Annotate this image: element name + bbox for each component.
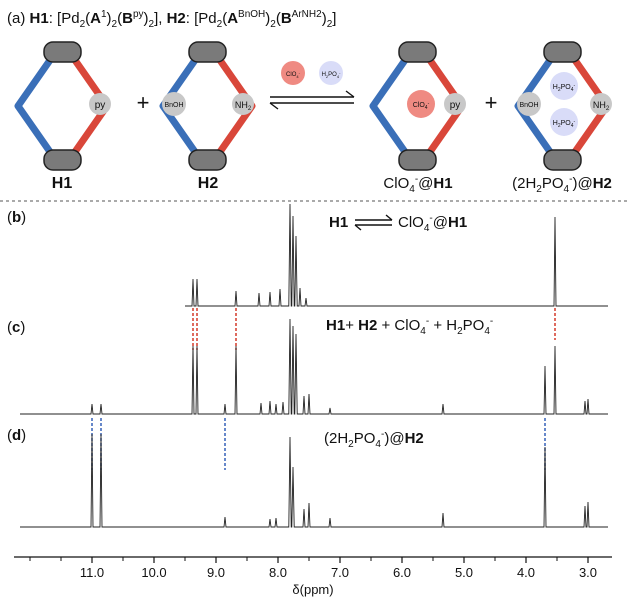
- caption-h2po4-at-h2: (2H2PO4-)@H2: [512, 174, 612, 195]
- bound-h2po4-label-upper: H2PO4-: [553, 83, 576, 93]
- tick-label: 4.0: [517, 565, 535, 580]
- spectrum-c: [20, 318, 608, 415]
- panel-c-title: H1+ H2 + ClO4- + H2PO4-: [326, 316, 493, 337]
- spectrum-b: [185, 203, 608, 307]
- cage-clo4-at-h1: ClO4- py: [369, 41, 466, 171]
- bnoh-ligand-circle: [517, 92, 541, 116]
- nmr-spectra: [20, 203, 608, 528]
- plus-sign-1: +: [137, 90, 150, 115]
- caption-h2: H2: [198, 175, 219, 192]
- axis-label: δ(ppm): [292, 582, 333, 597]
- nh2-label: NH2: [593, 100, 610, 112]
- cage-h2po4-at-h2: H2PO4- H2PO4- BnOH NH2: [514, 41, 612, 171]
- tick-label: 9.0: [207, 565, 225, 580]
- caption-h1: H1: [52, 175, 73, 192]
- h2po4-anion-label: H2PO4-: [322, 70, 341, 79]
- blue-strut: [369, 50, 413, 162]
- tick-label: 3.0: [579, 565, 597, 580]
- bound-h2po4-circle-lower: [550, 108, 578, 136]
- pd-node-bottom: [398, 149, 437, 171]
- pd-node-top: [188, 41, 227, 63]
- tick-label: 5.0: [455, 565, 473, 580]
- axis-ticks: 11.0 10.0 9.0 8.0 7.0 6.0 5.0 4.0 3.0: [29, 557, 597, 580]
- panel-b-letter: (b): [7, 209, 26, 226]
- bound-clo4-circle: [407, 90, 435, 118]
- panel-b-equilibrium-arrow: [354, 214, 393, 231]
- cage-h1: py: [14, 41, 111, 171]
- py-label: py: [450, 100, 461, 111]
- ppm-axis: 11.0 10.0 9.0 8.0 7.0 6.0 5.0 4.0 3.0 δ(ppm): [14, 556, 612, 597]
- blue-strut: [14, 50, 58, 162]
- py-ligand-circle: [444, 93, 466, 115]
- bnoh-label: BnOH: [164, 102, 183, 109]
- bound-h2po4-circle-upper: [550, 72, 578, 100]
- nh2-ligand-circle: [590, 93, 612, 115]
- nh2-label: NH2: [235, 100, 252, 112]
- pd-node-bottom: [188, 149, 227, 171]
- tick-label: 6.0: [393, 565, 411, 580]
- pd-node-bottom: [43, 149, 82, 171]
- panel-d-title: (2H2PO4-)@H2: [324, 429, 424, 450]
- red-dashed-guides: [192, 308, 556, 350]
- bound-clo4-label: ClO4-: [413, 101, 430, 111]
- h2po4-anion-circle: [319, 61, 343, 85]
- pd-node-top: [543, 41, 582, 63]
- bnoh-ligand-circle: [162, 92, 186, 116]
- nh2-ligand-circle: [232, 93, 254, 115]
- panel-a-header: (a) H1: [Pd2(A1)2(Bpy)2], H2: [Pd2(ABnOH…: [7, 9, 336, 30]
- clo4-anion-label: ClO4-: [286, 70, 301, 79]
- tick-label: 8.0: [269, 565, 287, 580]
- cage-h2: BnOH NH2: [159, 41, 256, 171]
- caption-clo4-at-h1: ClO4-@H1: [383, 174, 452, 195]
- svg-text:H1: H1: [329, 214, 348, 231]
- equilibrium-arrow: [269, 90, 355, 110]
- clo4-anion-circle: [281, 61, 305, 85]
- py-ligand-circle: [89, 93, 111, 115]
- plus-sign-2: +: [485, 90, 498, 115]
- panel-d-letter: (d): [7, 427, 26, 444]
- tick-label: 11.0: [80, 565, 104, 580]
- svg-text:ClO4-@H1: ClO4-@H1: [398, 213, 467, 234]
- py-label: py: [95, 100, 106, 111]
- tick-label: 10.0: [141, 565, 166, 580]
- pd-node-top: [398, 41, 437, 63]
- spectrum-d: [20, 433, 608, 528]
- bound-h2po4-label-lower: H2PO4-: [553, 119, 576, 129]
- tick-label: 7.0: [331, 565, 349, 580]
- panel-b-title: H1 ClO4-@H1: [329, 213, 467, 234]
- panel-c-letter: (c): [7, 319, 25, 336]
- blue-dashed-guides: [91, 418, 546, 470]
- pd-node-bottom: [543, 149, 582, 171]
- bnoh-label: BnOH: [519, 102, 538, 109]
- pd-node-top: [43, 41, 82, 63]
